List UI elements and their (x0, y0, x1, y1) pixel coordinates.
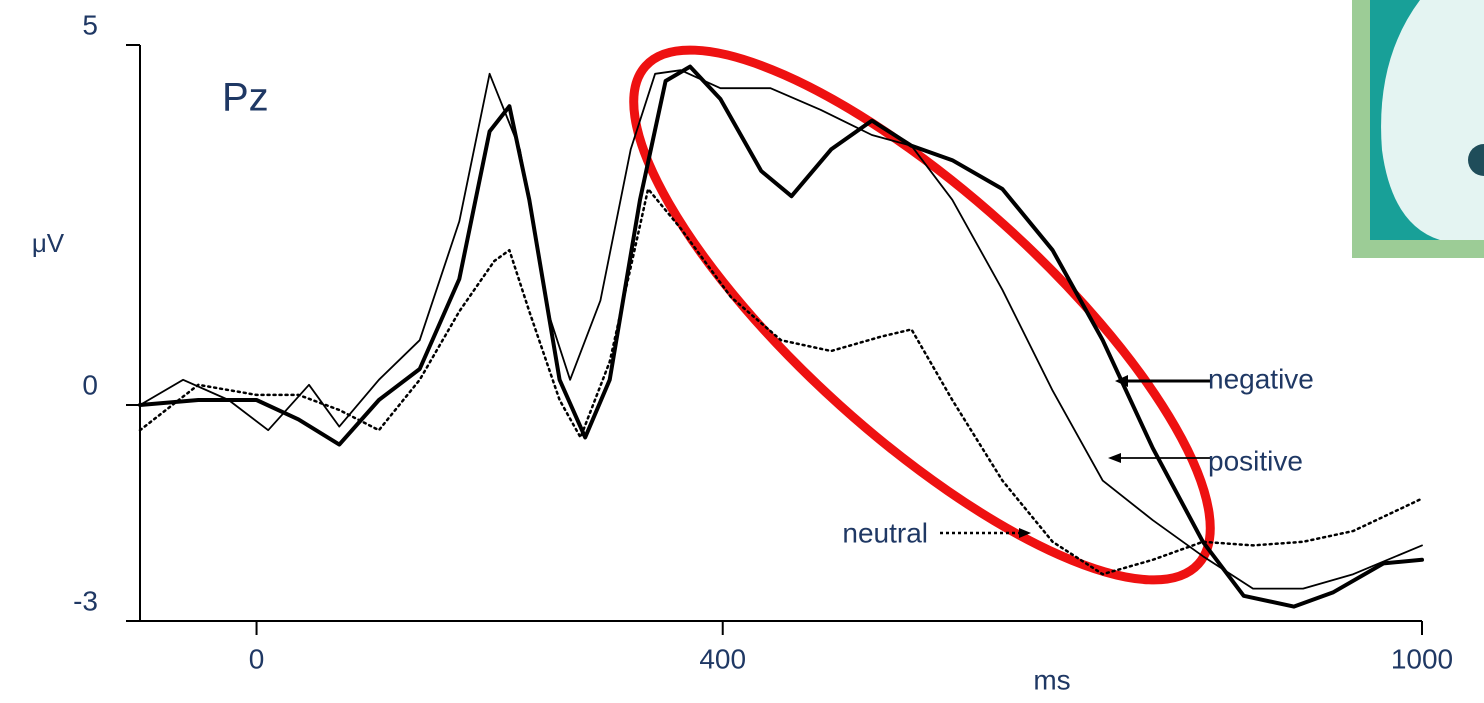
y-tick-label: 5 (82, 9, 98, 40)
series-line (138, 64, 1424, 609)
head-inset (1352, 0, 1484, 258)
annotation-arrows (940, 375, 1210, 538)
highlight-ellipse (629, 45, 1215, 585)
series-label: neutral (842, 517, 928, 548)
chart-title: Pz (222, 76, 269, 120)
x-tick-label: 1000 (1391, 643, 1453, 674)
series-label: negative (1208, 363, 1314, 394)
y-axis-label: μV (32, 228, 65, 258)
x-axis-label: ms (1033, 664, 1070, 695)
series-line (139, 69, 1423, 590)
y-tick-label: 0 (82, 369, 98, 400)
series-line (138, 187, 1424, 576)
x-tick-label: 400 (699, 643, 746, 674)
y-tick-label: -3 (73, 585, 98, 616)
x-tick-label: 0 (249, 643, 265, 674)
series-label: positive (1208, 445, 1303, 476)
